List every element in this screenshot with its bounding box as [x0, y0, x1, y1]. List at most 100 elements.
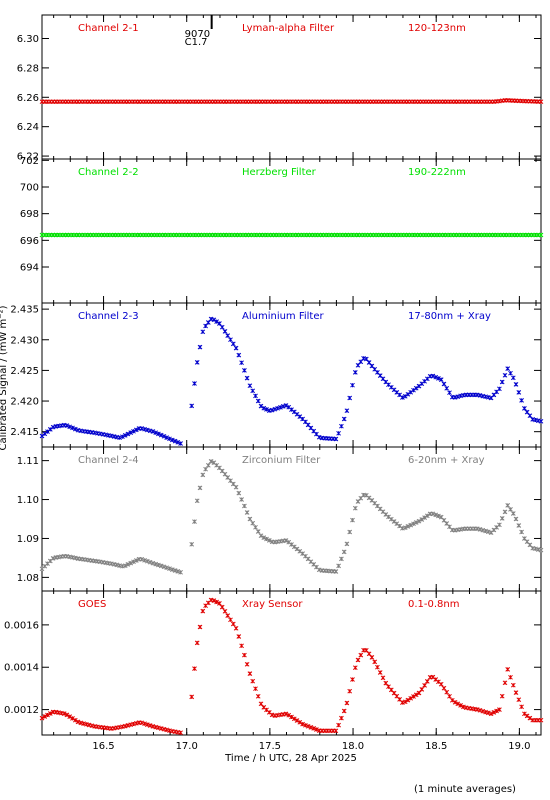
data-point — [261, 405, 267, 411]
data-point — [516, 523, 522, 528]
data-point — [64, 712, 70, 718]
data-point — [308, 725, 314, 730]
wavelength-label: 0.1-0.8nm — [408, 599, 460, 610]
data-point — [211, 598, 217, 603]
y-tick-label: 6.24 — [17, 122, 39, 133]
data-point — [167, 566, 172, 571]
data-point — [538, 99, 544, 105]
data-point — [67, 424, 73, 430]
data-point — [294, 718, 300, 723]
data-point — [422, 683, 427, 688]
x-tick-label: 17.0 — [176, 741, 198, 752]
data-point — [419, 687, 425, 692]
data-point — [461, 704, 466, 710]
data-point — [125, 431, 131, 437]
panel-ch22: 694 696 698 700 702 Channel 2-2 Herzberg Filte… — [20, 156, 544, 304]
y-tick-label: 1.10 — [17, 495, 39, 506]
data-point — [178, 569, 183, 575]
data-point — [358, 652, 364, 658]
data-point — [75, 719, 81, 725]
data-point — [519, 529, 524, 535]
data-point — [125, 562, 131, 567]
series-ch21 — [39, 97, 544, 105]
data-point — [505, 366, 511, 371]
data-point — [283, 403, 289, 408]
data-point — [449, 697, 455, 703]
data-point — [424, 513, 430, 519]
data-point — [194, 498, 200, 504]
data-point — [408, 695, 414, 701]
data-point — [499, 693, 505, 699]
data-point — [522, 406, 527, 411]
data-point — [253, 393, 258, 399]
data-point — [458, 703, 463, 708]
data-point — [502, 680, 508, 686]
data-point — [513, 516, 519, 522]
data-point — [538, 232, 544, 238]
data-point — [189, 541, 195, 547]
data-point — [524, 409, 530, 415]
data-point — [233, 484, 239, 490]
y-tick-label: 2.435 — [10, 305, 39, 316]
data-point — [513, 690, 519, 695]
data-point — [413, 692, 419, 698]
data-point — [228, 617, 233, 623]
data-point — [483, 709, 488, 715]
data-point — [405, 697, 411, 703]
data-point — [194, 640, 200, 646]
data-point — [142, 557, 147, 563]
data-point — [291, 716, 297, 722]
x-tick-label: 17.5 — [259, 741, 281, 752]
data-point — [244, 510, 250, 515]
data-point — [269, 407, 275, 413]
data-point — [230, 341, 236, 347]
data-point — [438, 377, 444, 382]
data-point — [510, 682, 516, 688]
data-point — [452, 699, 458, 705]
y-tick-label: 1.11 — [17, 456, 39, 467]
data-point — [169, 437, 175, 443]
channel-label: Channel 2-2 — [78, 167, 139, 178]
data-point — [314, 727, 319, 732]
data-point — [255, 529, 261, 534]
data-point — [402, 699, 408, 705]
data-point — [402, 525, 408, 531]
data-point — [377, 670, 383, 675]
data-point — [508, 674, 513, 680]
data-point — [341, 708, 347, 714]
data-point — [150, 560, 156, 566]
data-point — [419, 517, 425, 522]
data-point — [527, 413, 533, 419]
data-point — [383, 680, 389, 686]
data-point — [189, 694, 195, 700]
data-point — [516, 697, 522, 703]
data-point — [264, 536, 269, 542]
data-point — [336, 563, 341, 569]
data-point — [150, 429, 156, 434]
data-point — [502, 372, 508, 378]
data-point — [47, 711, 53, 716]
data-point — [219, 604, 225, 610]
data-point — [333, 436, 339, 442]
wavelength-label: 120-123nm — [408, 23, 466, 34]
averaging-note: (1 minute averages) — [414, 784, 516, 795]
data-point — [505, 503, 511, 508]
data-point — [172, 568, 178, 573]
data-point — [480, 708, 486, 714]
data-point — [158, 563, 164, 569]
y-tick-label: 1.08 — [17, 573, 39, 584]
panel-frame — [41, 14, 542, 160]
data-point — [416, 690, 422, 696]
data-point — [133, 558, 139, 563]
data-point — [208, 459, 214, 464]
data-point — [233, 345, 239, 351]
data-point — [352, 665, 358, 671]
data-point — [491, 710, 497, 715]
data-point — [311, 726, 317, 731]
data-point — [200, 472, 206, 478]
data-point — [538, 547, 544, 553]
data-point — [424, 679, 430, 684]
series-goes — [39, 597, 544, 736]
data-point — [347, 688, 353, 694]
data-point — [289, 714, 294, 720]
